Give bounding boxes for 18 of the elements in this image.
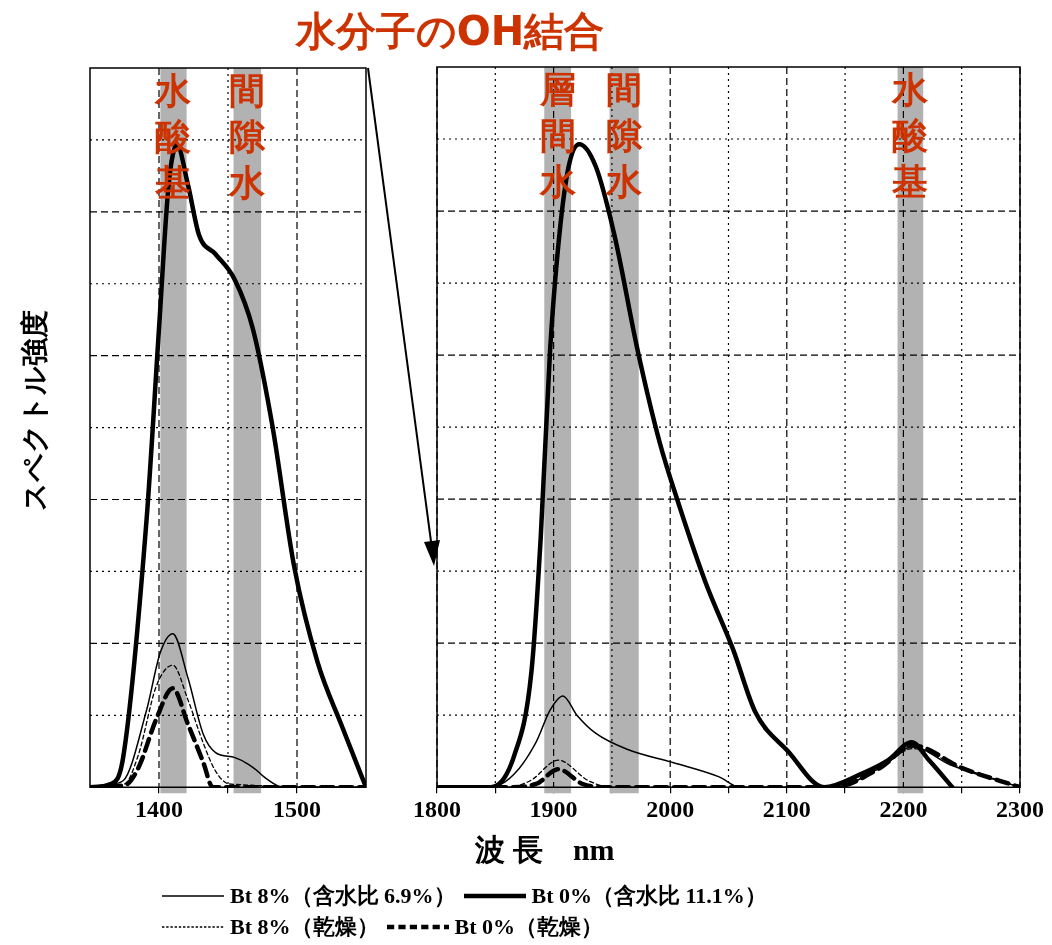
legend-label: Bt 8%（含水比 6.9%） — [230, 882, 456, 910]
x-tick-label: 1500 — [273, 795, 321, 822]
x-tick-label: 1800 — [413, 795, 461, 822]
x-tick-label: 1400 — [135, 795, 183, 822]
legend-label: Bt 8%（乾燥） — [230, 913, 379, 941]
x-tick-label: 2200 — [879, 795, 928, 822]
legend-label: Bt 0%（含水比 11.1%） — [531, 882, 767, 910]
x-tick-label: 1900 — [529, 795, 578, 822]
band-label: 間隙水 — [228, 70, 267, 204]
legend-label: Bt 0%（乾燥） — [454, 913, 603, 941]
band-label: 水酸基 — [891, 69, 929, 203]
x-tick-label: 2300 — [996, 795, 1044, 822]
x-tick-label: 2000 — [646, 795, 695, 822]
x-tick-label: 2100 — [762, 795, 811, 822]
x-axis-title: 波 長 nm — [474, 832, 616, 868]
y-axis-title: スペクトル強度 — [17, 309, 52, 511]
band-label: 間隙水 — [605, 69, 644, 203]
chart-title: 水分子のOH結合 — [294, 7, 606, 56]
